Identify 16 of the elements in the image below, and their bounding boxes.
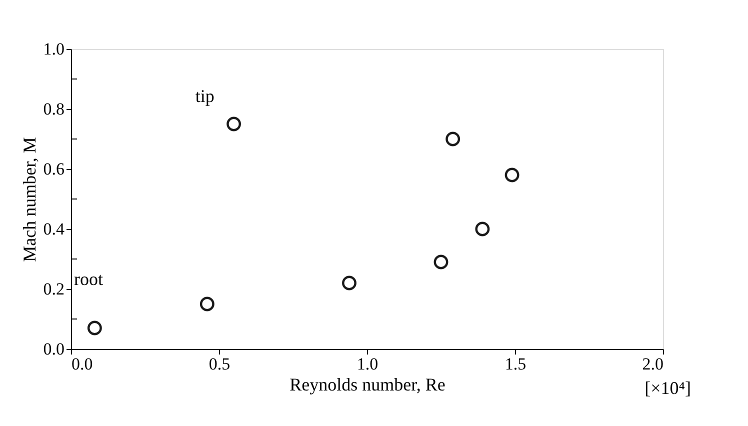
y-tick-label: 0.6 <box>43 160 64 178</box>
y-tick-label: 0.2 <box>43 280 64 298</box>
y-axis-title: Mach number, M <box>19 137 40 262</box>
y-tick-label: 0.0 <box>43 340 64 358</box>
text: [×10⁴] <box>644 378 691 398</box>
x-tick-label: 2.0 <box>642 354 664 374</box>
y-tick-label: 1.0 <box>43 40 64 58</box>
x-tick-label: 0.0 <box>72 354 93 374</box>
y-tick-label: 0.4 <box>43 220 65 238</box>
annotation: tip <box>195 86 214 106</box>
annotation: root <box>74 269 103 289</box>
x-axis-title: Reynolds number, Re <box>290 374 446 394</box>
x-tick-label: 1.5 <box>504 354 526 374</box>
y-tick-label: 0.8 <box>43 100 64 118</box>
x-tick-label: 0.5 <box>208 354 230 374</box>
x-tick-label: 1.0 <box>356 354 378 374</box>
